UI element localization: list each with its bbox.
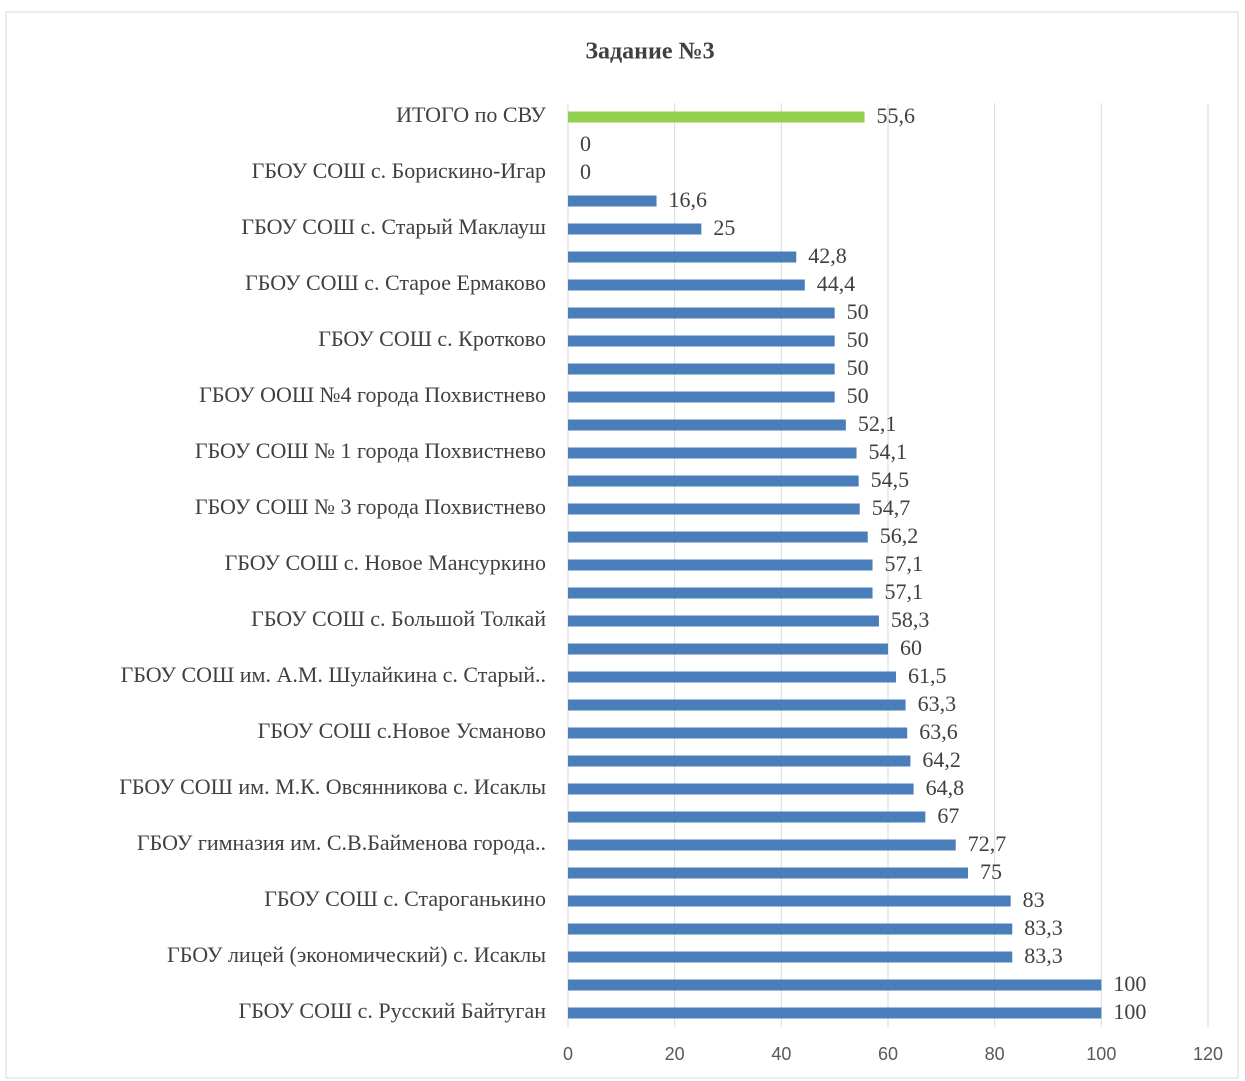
bar (568, 419, 846, 431)
value-label: 64,2 (922, 747, 961, 772)
value-label: 64,8 (926, 775, 965, 800)
bar (568, 951, 1013, 963)
x-tick-label: 0 (563, 1044, 573, 1064)
value-label: 60 (900, 635, 922, 660)
value-label: 100 (1113, 971, 1146, 996)
y-tick-label: ГБОУ СОШ с. Новое Мансуркино (225, 550, 546, 575)
bar (568, 279, 805, 291)
value-label: 16,6 (669, 187, 708, 212)
value-label: 50 (847, 299, 869, 324)
bar (568, 195, 657, 207)
bar (568, 587, 873, 599)
y-tick-label: ГБОУ СОШ с. Старый Маклауш (241, 214, 546, 239)
value-label: 67 (937, 803, 959, 828)
x-tick-label: 20 (665, 1044, 685, 1064)
bar (568, 615, 879, 627)
bar (568, 559, 873, 571)
y-tick-label: ГБОУ СОШ с. Староганькино (264, 886, 546, 911)
y-tick-label: ГБОУ СОШ им. М.К. Овсянникова с. Исаклы (119, 774, 546, 799)
value-label: 44,4 (817, 271, 856, 296)
bar (568, 391, 835, 403)
value-label: 100 (1113, 999, 1146, 1024)
value-label: 58,3 (891, 607, 930, 632)
value-label: 42,8 (808, 243, 847, 268)
x-tick-label: 100 (1086, 1044, 1116, 1064)
y-tick-label: ГБОУ СОШ с. Большой Толкай (251, 606, 546, 631)
bar (568, 923, 1013, 935)
value-label: 63,3 (918, 691, 957, 716)
bar (568, 251, 797, 263)
bar (568, 811, 926, 823)
value-label: 50 (847, 327, 869, 352)
bar (568, 699, 906, 711)
value-label: 56,2 (880, 523, 919, 548)
bar (568, 867, 968, 879)
bar (568, 783, 914, 795)
bar (568, 447, 857, 459)
x-tick-label: 40 (771, 1044, 791, 1064)
value-label: 50 (847, 383, 869, 408)
value-label: 63,6 (919, 719, 958, 744)
value-label: 54,5 (871, 467, 910, 492)
value-label: 83 (1023, 887, 1045, 912)
value-label: 52,1 (858, 411, 897, 436)
value-label: 25 (713, 215, 735, 240)
y-tick-label: ГБОУ гимназия им. С.В.Байменова города.. (137, 830, 546, 855)
value-label: 54,1 (869, 439, 908, 464)
bar (568, 503, 860, 515)
value-label: 50 (847, 355, 869, 380)
bar (568, 223, 702, 235)
y-tick-label: ГБОУ СОШ № 1 города Похвистнево (195, 438, 546, 463)
y-tick-label: ГБОУ СОШ с. Русский Байтуган (238, 998, 546, 1023)
x-tick-label: 120 (1193, 1044, 1223, 1064)
bar (568, 979, 1102, 991)
bar (568, 727, 908, 739)
bar (568, 111, 865, 123)
bar (568, 895, 1011, 907)
value-label: 75 (980, 859, 1002, 884)
bar (568, 643, 888, 655)
y-tick-label: ГБОУ СОШ им. А.М. Шулайкина с. Старый.. (121, 662, 546, 687)
y-tick-label: ГБОУ лицей (экономический) с. Исаклы (167, 942, 546, 967)
bar (568, 755, 911, 767)
value-label: 83,3 (1024, 915, 1063, 940)
y-tick-label: ИТОГО по СВУ (396, 102, 546, 127)
bar (568, 363, 835, 375)
y-tick-label: ГБОУ СОШ с.Новое Усманово (258, 718, 546, 743)
bar (568, 531, 868, 543)
bar (568, 1007, 1102, 1019)
x-tick-label: 60 (878, 1044, 898, 1064)
value-label: 72,7 (968, 831, 1007, 856)
y-tick-label: ГБОУ СОШ № 3 города Похвистнево (195, 494, 546, 519)
y-tick-label: ГБОУ СОШ с. Старое Ермаково (245, 270, 546, 295)
value-label: 54,7 (872, 495, 911, 520)
value-label: 57,1 (885, 579, 924, 604)
x-tick-label: 80 (985, 1044, 1005, 1064)
value-label: 83,3 (1024, 943, 1063, 968)
value-label: 61,5 (908, 663, 947, 688)
value-label: 0 (580, 159, 591, 184)
y-tick-label: ГБОУ ООШ №4 города Похвистнево (199, 382, 546, 407)
y-tick-label: ГБОУ СОШ с. Борискино-Игар (252, 158, 546, 183)
value-label: 0 (580, 131, 591, 156)
value-label: 57,1 (885, 551, 924, 576)
bar (568, 307, 835, 319)
bar (568, 335, 835, 347)
bar (568, 671, 896, 683)
y-tick-label: ГБОУ СОШ с. Кротково (318, 326, 546, 351)
bar (568, 839, 956, 851)
value-label: 55,6 (877, 103, 916, 128)
bar (568, 475, 859, 487)
chart-title: Задание №3 (585, 39, 714, 65)
